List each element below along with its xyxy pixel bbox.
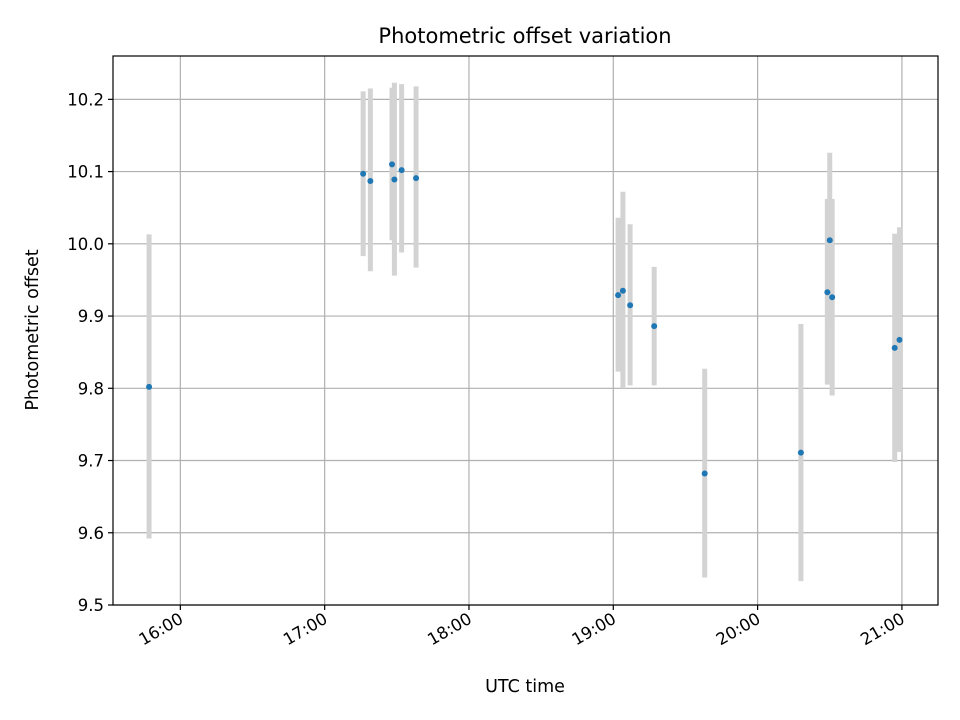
y-tick-label: 10.1: [67, 163, 104, 182]
chart-title: Photometric offset variation: [378, 24, 671, 48]
y-tick-label: 9.5: [78, 596, 104, 615]
x-axis-label: UTC time: [485, 677, 565, 697]
data-point: [829, 294, 836, 301]
data-point: [389, 161, 396, 168]
y-tick-label: 10.2: [67, 90, 104, 109]
data-point: [360, 170, 367, 177]
y-tick-label: 9.8: [78, 379, 104, 398]
data-points: [146, 161, 903, 477]
data-point: [797, 449, 804, 456]
data-point: [367, 177, 374, 184]
y-tick-label: 9.7: [78, 452, 104, 471]
y-axis-label: Photometric offset: [23, 249, 43, 410]
data-point: [701, 470, 708, 477]
data-point: [627, 302, 634, 309]
data-point: [891, 344, 898, 351]
plot-frame: [112, 55, 939, 606]
data-point: [146, 383, 153, 390]
data-point: [619, 287, 626, 294]
data-point: [413, 175, 420, 182]
data-point: [398, 167, 405, 174]
data-point: [824, 289, 831, 296]
y-tick-label: 9.9: [78, 307, 104, 326]
y-tick-label: 9.6: [78, 524, 104, 543]
data-point: [615, 292, 622, 299]
data-point: [826, 237, 833, 244]
y-tick-label: 10.0: [67, 235, 104, 254]
data-point: [391, 176, 398, 183]
data-point: [896, 336, 903, 343]
data-point: [651, 323, 658, 330]
